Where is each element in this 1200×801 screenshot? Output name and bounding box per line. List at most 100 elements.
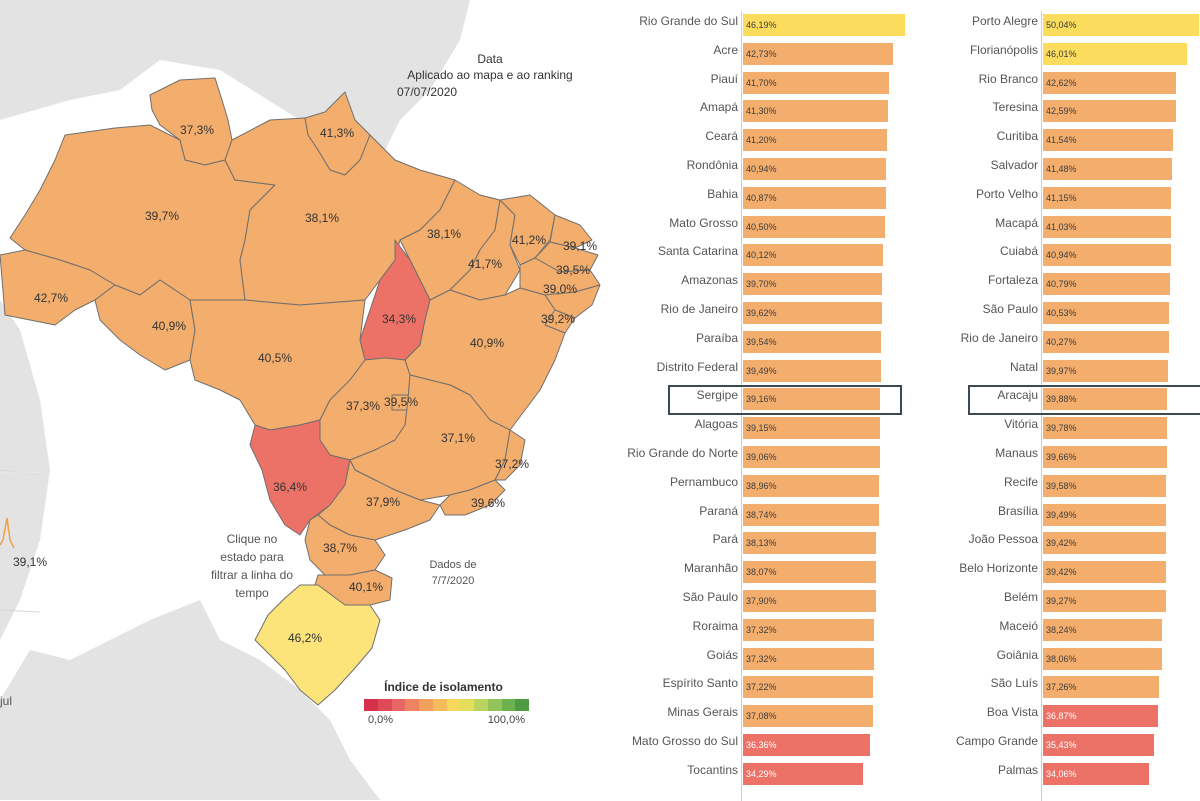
ranking-row[interactable]: Campo Grande 35,43% (905, 731, 1195, 756)
ranking-row[interactable]: Maranhão 38,07% (600, 558, 900, 584)
ranking-bar[interactable]: 39,78% (1043, 417, 1168, 440)
ranking-bar[interactable]: 39,06% (743, 446, 880, 468)
ranking-row[interactable]: Roraima 37,32% (600, 616, 900, 641)
ranking-bar[interactable]: 36,87% (1043, 705, 1159, 728)
ranking-bar[interactable]: 35,43% (1043, 734, 1154, 756)
ranking-row[interactable]: Amazonas 39,70% (600, 270, 900, 296)
ranking-bar[interactable]: 39,16% (743, 388, 881, 411)
state-ro[interactable] (94, 279, 196, 371)
ranking-bar[interactable]: 38,24% (1043, 618, 1163, 641)
ranking-row[interactable]: Amapá 41,30% (600, 97, 900, 123)
ranking-row[interactable]: Porto Alegre 50,04% (905, 11, 1200, 36)
ranking-bar[interactable]: 40,27% (1043, 330, 1169, 353)
date-filter-block[interactable]: Data Aplicado ao mapa e ao ranking 07/07… (395, 52, 595, 99)
ranking-bar[interactable]: 39,15% (743, 417, 881, 440)
ranking-bar[interactable]: 37,26% (1043, 676, 1160, 699)
ranking-bar[interactable]: 46,01% (1043, 42, 1187, 65)
ranking-row[interactable]: Ceará 41,20% (600, 126, 900, 152)
state-mg[interactable] (349, 374, 511, 501)
ranking-row[interactable]: São Paulo 37,90% (600, 587, 900, 612)
ranking-row[interactable]: Mato Grosso do Sul 36,36% (600, 731, 900, 756)
ranking-bar[interactable]: 42,73% (743, 42, 893, 65)
ranking-row[interactable]: Vitória 39,78% (905, 414, 1195, 440)
ranking-row[interactable]: São Paulo 40,53% (905, 299, 1195, 324)
state-rn[interactable] (549, 214, 593, 249)
ranking-bar[interactable]: 41,30% (743, 100, 888, 123)
ranking-bar[interactable]: 39,42% (1043, 561, 1166, 584)
state-rs[interactable] (254, 584, 381, 706)
ranking-bar[interactable]: 40,12% (743, 244, 884, 267)
ranking-bar[interactable]: 39,42% (1043, 532, 1166, 555)
ranking-bar[interactable]: 37,08% (743, 705, 873, 728)
ranking-row[interactable]: Alagoas 39,15% (600, 414, 900, 440)
ranking-bar[interactable]: 42,62% (1043, 71, 1176, 94)
ranking-row[interactable]: Teresina 42,59% (905, 97, 1195, 123)
ranking-row[interactable]: Brasília 39,49% (905, 501, 1195, 526)
ranking-bar[interactable]: 40,79% (1043, 273, 1171, 296)
ranking-row[interactable]: Cuiabá 40,94% (905, 241, 1195, 267)
ranking-bar[interactable]: 50,04% (1043, 14, 1200, 36)
ranking-bar[interactable]: 41,15% (1043, 186, 1172, 209)
ranking-row[interactable]: Pará 38,13% (600, 529, 900, 555)
ranking-row[interactable]: Curitiba 41,54% (905, 126, 1195, 152)
ranking-row[interactable]: Distrito Federal 39,49% (600, 357, 900, 382)
ranking-row[interactable]: Paraná 38,74% (600, 501, 900, 526)
ranking-bar[interactable]: 37,32% (743, 618, 874, 641)
ranking-row[interactable]: Sergipe 39,16% (600, 385, 900, 411)
ranking-bar[interactable]: 40,87% (743, 186, 887, 209)
ranking-row[interactable]: Recife 39,58% (905, 472, 1195, 497)
ranking-bar[interactable]: 39,70% (743, 273, 882, 296)
ranking-bar[interactable]: 41,70% (743, 71, 889, 94)
state-sp[interactable] (317, 459, 441, 541)
ranking-row[interactable]: Salvador 41,48% (905, 155, 1195, 180)
date-filter-value[interactable]: 07/07/2020 (397, 85, 458, 99)
ranking-bar[interactable]: 40,50% (743, 215, 885, 238)
ranking-row[interactable]: São Luís 37,26% (905, 673, 1195, 699)
ranking-bar[interactable]: 39,49% (743, 359, 882, 382)
ranking-bar[interactable]: 39,88% (1043, 388, 1168, 411)
ranking-bar[interactable]: 40,53% (1043, 302, 1170, 324)
ranking-row[interactable]: Bahia 40,87% (600, 184, 900, 209)
ranking-bar[interactable]: 40,94% (1043, 244, 1171, 267)
ranking-bar[interactable]: 39,49% (1043, 503, 1167, 526)
ranking-bar[interactable]: 38,06% (1043, 647, 1162, 670)
state-es[interactable] (494, 429, 526, 481)
ranking-bar[interactable]: 41,03% (1043, 215, 1171, 238)
ranking-bar[interactable]: 46,19% (743, 14, 905, 36)
ranking-row[interactable]: Tocantins 34,29% (600, 760, 900, 785)
ranking-row[interactable]: Porto Velho 41,15% (905, 184, 1195, 209)
ranking-bar[interactable]: 37,22% (743, 676, 874, 699)
ranking-bar[interactable]: 39,66% (1043, 446, 1167, 468)
ranking-bar[interactable]: 41,54% (1043, 129, 1173, 152)
ranking-row[interactable]: Minas Gerais 37,08% (600, 702, 900, 728)
ranking-bar[interactable]: 38,74% (743, 503, 879, 526)
ranking-row[interactable]: Belém 39,27% (905, 587, 1195, 612)
ranking-row[interactable]: Manaus 39,66% (905, 443, 1195, 468)
ranking-row[interactable]: Aracaju 39,88% (905, 385, 1195, 411)
state-rj[interactable] (439, 479, 506, 516)
ranking-row[interactable]: Rio de Janeiro 39,62% (600, 299, 900, 324)
ranking-row[interactable]: Florianópolis 46,01% (905, 40, 1195, 65)
ranking-row[interactable]: Macapá 41,03% (905, 213, 1195, 238)
ranking-row[interactable]: Espírito Santo 37,22% (600, 673, 900, 699)
ranking-row[interactable]: Fortaleza 40,79% (905, 270, 1195, 296)
ranking-bar[interactable]: 38,13% (743, 532, 877, 555)
ranking-row[interactable]: Rio Grande do Norte 39,06% (600, 443, 900, 468)
ranking-row[interactable]: João Pessoa 39,42% (905, 529, 1195, 555)
ranking-row[interactable]: Boa Vista 36,87% (905, 702, 1195, 728)
ranking-bar[interactable]: 38,07% (743, 561, 877, 584)
ranking-bar[interactable]: 37,32% (743, 647, 874, 670)
ranking-bar[interactable]: 34,06% (1043, 762, 1150, 785)
ranking-row[interactable]: Natal 39,97% (905, 357, 1195, 382)
state-df[interactable] (391, 394, 409, 411)
ranking-row[interactable]: Rio de Janeiro 40,27% (905, 328, 1195, 353)
state-pr[interactable] (304, 514, 386, 576)
ranking-row[interactable]: Belo Horizonte 39,42% (905, 558, 1195, 584)
ranking-row[interactable]: Rondônia 40,94% (600, 155, 900, 180)
ranking-bar[interactable]: 39,27% (1043, 590, 1166, 612)
ranking-row[interactable]: Maceió 38,24% (905, 616, 1195, 641)
ranking-bar[interactable]: 38,96% (743, 474, 880, 497)
ranking-row[interactable]: Acre 42,73% (600, 40, 900, 65)
ranking-bar[interactable]: 39,97% (1043, 359, 1168, 382)
ranking-bar[interactable]: 42,59% (1043, 100, 1176, 123)
